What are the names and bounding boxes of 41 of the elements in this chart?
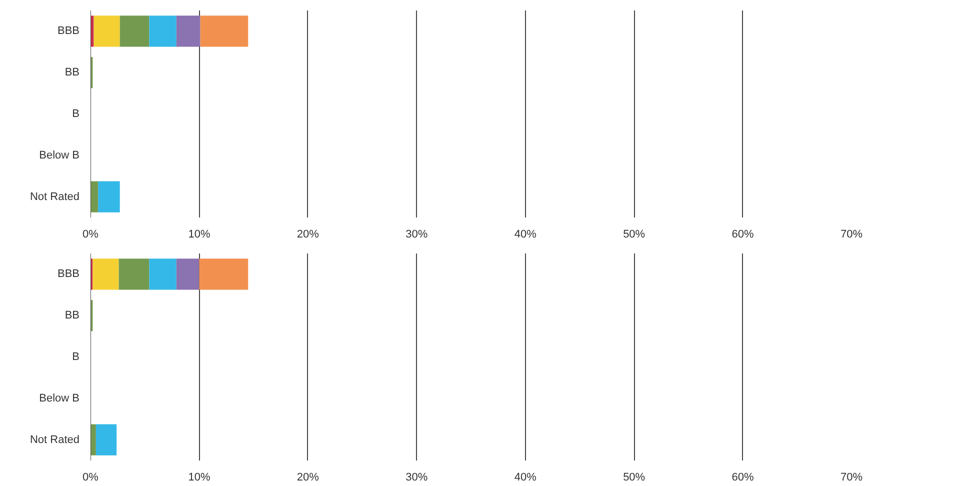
y-tick-label: Not Rated (30, 190, 80, 203)
x-tick-label: 10% (188, 228, 210, 240)
bar (200, 16, 248, 47)
y-tick-label: Below B (39, 149, 80, 162)
x-tick-label: 10% (188, 472, 210, 484)
bar (94, 16, 120, 47)
bar (98, 181, 120, 212)
bar (90, 424, 96, 456)
x-tick-label: 30% (406, 472, 428, 484)
y-tick-label: BBB (57, 268, 80, 280)
x-tick-label: 0% (82, 472, 99, 484)
y-tick-label: Below B (39, 392, 80, 404)
bar (90, 16, 94, 47)
x-tick-label: 40% (514, 472, 537, 484)
y-tick-label: BB (64, 310, 80, 322)
x-tick-label: 20% (296, 472, 320, 484)
x-tick-label: 50% (623, 228, 646, 240)
y-tick-label: B (72, 108, 80, 120)
x-tick-label: 20% (296, 228, 320, 240)
x-tick-label: 70% (840, 472, 863, 484)
bar (92, 258, 119, 290)
x-tick-label: 40% (514, 228, 537, 240)
bar (149, 258, 176, 290)
x-tick-label: 60% (732, 472, 754, 484)
bar (96, 424, 117, 456)
x-tick-label: 0% (82, 228, 99, 240)
y-tick-label: BB (64, 66, 80, 79)
y-tick-label: Not Rated (30, 434, 80, 446)
x-tick-label: 30% (406, 228, 428, 240)
bar (118, 258, 150, 290)
x-tick-label: 50% (623, 472, 646, 484)
x-tick-label: 70% (840, 228, 863, 240)
x-tick-label: 60% (732, 228, 754, 240)
bar (176, 258, 200, 290)
bar (90, 181, 98, 212)
y-tick-label: B (72, 351, 80, 363)
bar (120, 16, 150, 47)
bar (176, 16, 200, 47)
y-tick-label: BBB (57, 25, 80, 38)
bar (199, 258, 248, 290)
bar (149, 16, 176, 47)
